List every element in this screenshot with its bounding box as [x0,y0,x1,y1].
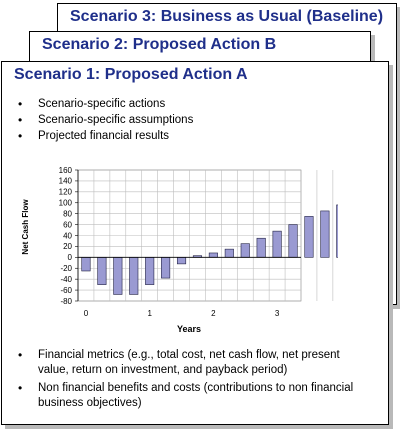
chart-bar [256,237,266,258]
y-tick-label: -40 [60,275,72,284]
y-tick-label: -20 [60,264,72,273]
chart-bar [161,257,171,279]
chart-bar [113,257,123,295]
y-tick-label: 140 [59,177,73,186]
y-tick-label: 80 [63,209,72,218]
scenario-1-title: Scenario 1: Proposed Action A [14,66,248,83]
bullet-nonfinancial: Non financial benefits and costs (contri… [16,381,366,411]
chart-bar [288,224,298,258]
y-tick-label: 160 [59,166,73,175]
y-tick-label: 0 [68,253,73,262]
x-tick-label: 1 [147,309,152,318]
x-tick-label: 2 [211,309,216,318]
chart-bar [272,230,282,258]
chart-bar [336,204,338,258]
y-tick-label: 40 [63,231,72,240]
scenario-3-title: Scenario 3: Business as Usual (Baseline) [70,8,384,25]
chart-bar [129,257,139,295]
bullet-assumptions: Scenario-specific assumptions [16,112,193,128]
chart-bar [81,257,91,272]
chart-bar [176,257,187,265]
chart-bar [320,210,330,258]
bullet-financial-metrics: Financial metrics (e.g., total cost, net… [16,348,366,378]
y-tick-label: 20 [63,242,72,251]
metrics-list: Financial metrics (e.g., total cost, net… [16,348,366,414]
y-tick-label: -60 [60,286,72,295]
y-tick-label: 60 [63,220,72,229]
bullet-financial-results: Projected financial results [16,128,193,144]
chart-bar [240,243,250,258]
chart-bar [224,248,234,258]
chart-bars [81,204,338,295]
bullet-actions: Scenario-specific actions [16,96,193,112]
x-tick-label: 0 [84,309,89,318]
y-axis-label: Net Cash Flow [21,199,30,255]
chart-bar [145,257,155,285]
chart-bar [97,257,107,285]
y-tick-label: -80 [60,297,72,306]
x-axis-label: Years [177,324,201,334]
chart-bar [304,216,314,258]
y-tick-label: 100 [59,199,73,208]
chart-bar [208,252,218,258]
y-tick-label: 120 [59,188,73,197]
scenario-details-list: Scenario-specific actions Scenario-speci… [16,96,193,144]
x-tick-label: 3 [275,309,280,318]
scenario-1-sheet: Scenario 1: Proposed Action A Scenario-s… [1,61,389,425]
scenario-2-title: Scenario 2: Proposed Action B [42,36,277,53]
